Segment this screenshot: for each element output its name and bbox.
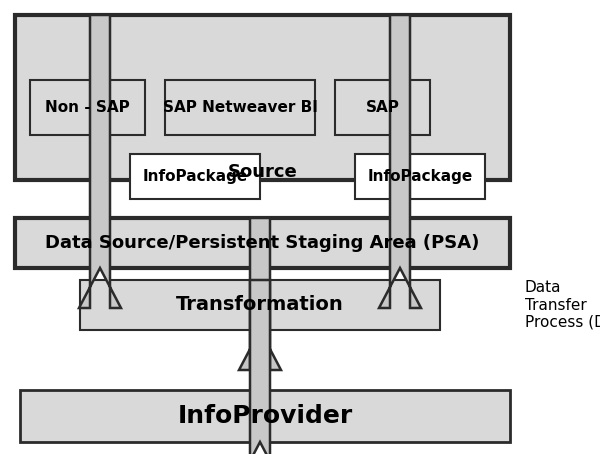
Text: Transformation: Transformation (176, 296, 344, 315)
Text: Non - SAP: Non - SAP (45, 100, 130, 115)
Bar (30, 80, 145, 135)
Text: InfoPackage: InfoPackage (367, 169, 473, 184)
Text: SAP: SAP (365, 100, 400, 115)
Text: Source: Source (227, 163, 298, 181)
Bar (15, 15, 510, 180)
Bar (355, 154, 485, 199)
Text: SAP Netweaver BI: SAP Netweaver BI (163, 100, 317, 115)
Bar (20, 390, 510, 442)
Bar (165, 80, 315, 135)
Bar (15, 218, 510, 268)
Polygon shape (239, 280, 281, 454)
Bar (130, 154, 260, 199)
Polygon shape (79, 15, 121, 308)
Bar (80, 280, 440, 330)
Text: InfoPackage: InfoPackage (142, 169, 248, 184)
Polygon shape (379, 15, 421, 308)
Polygon shape (239, 218, 281, 370)
Text: Data
Transfer
Process (DTP): Data Transfer Process (DTP) (525, 280, 600, 330)
Text: InfoProvider: InfoProvider (178, 404, 353, 428)
Bar (335, 80, 430, 135)
Text: Data Source/Persistent Staging Area (PSA): Data Source/Persistent Staging Area (PSA… (46, 234, 479, 252)
